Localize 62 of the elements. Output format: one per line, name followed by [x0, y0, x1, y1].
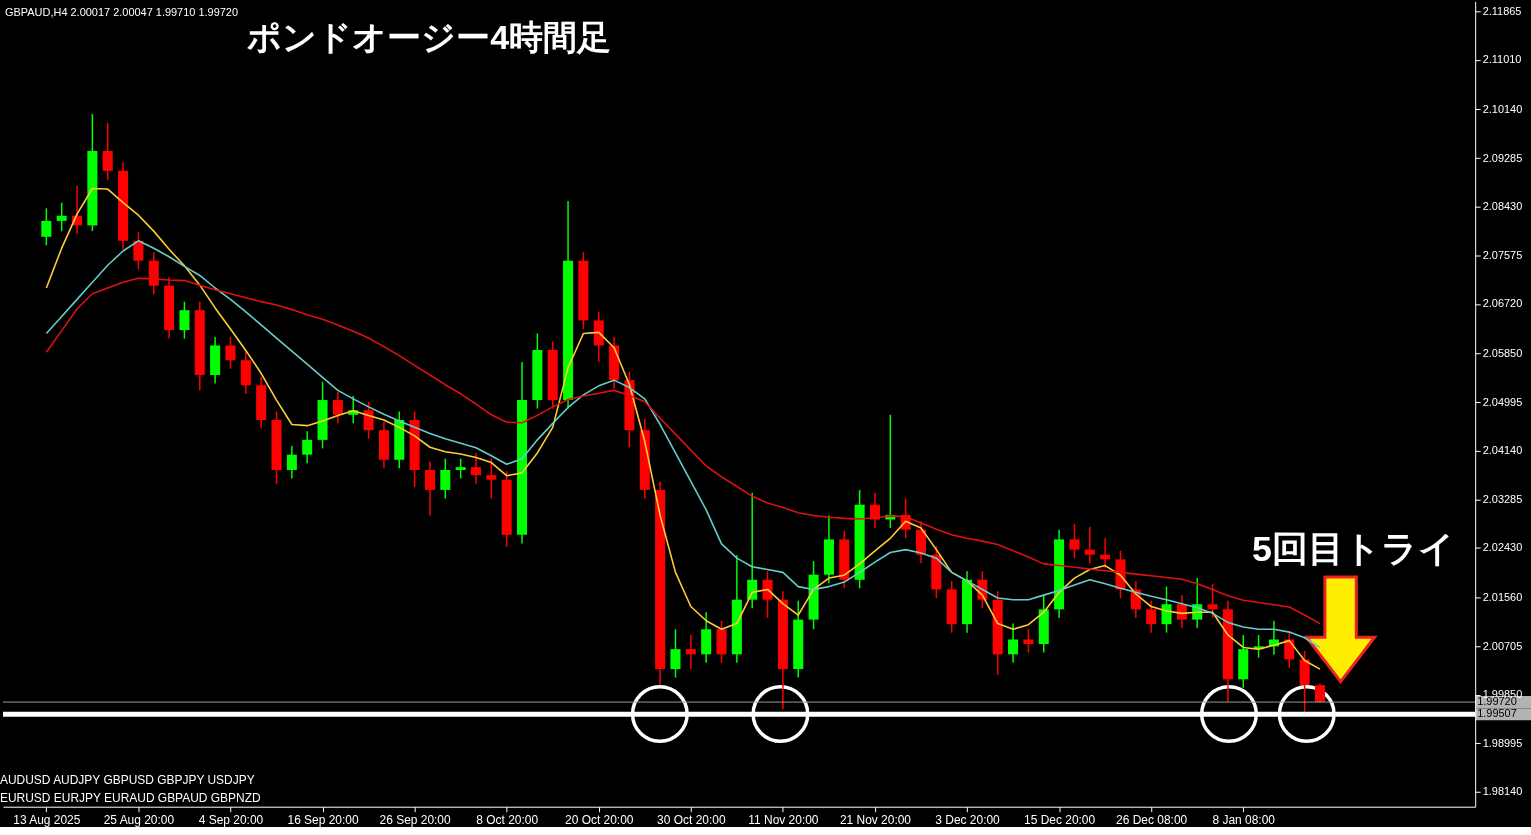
text: ポンドオージー4時間足	[247, 18, 612, 57]
candlestick	[56, 201, 67, 232]
x-tick-label: 21 Nov 20:00	[839, 813, 912, 828]
y-tick-label: 2.11865	[1482, 4, 1522, 17]
y-tick-label: 2.10140	[1482, 102, 1523, 115]
candlestick	[102, 122, 113, 181]
y-tick-label: 1.98140	[1482, 785, 1523, 798]
candlestick	[302, 430, 313, 464]
y-tick-label: 2.07575	[1482, 248, 1523, 261]
y-tick-label: 2.04995	[1482, 395, 1523, 408]
x-tick-label: 25 Aug 20:00	[103, 813, 175, 828]
x-tick-label: 15 Dec 20:00	[1024, 813, 1096, 828]
y-tick-label: 2.00705	[1482, 639, 1523, 652]
candlestick	[1161, 585, 1172, 634]
y-tick-label: 2.02430	[1482, 541, 1523, 554]
y-tick-label: 2.01560	[1482, 590, 1523, 603]
candlestick	[1146, 600, 1157, 634]
candlestick	[1069, 523, 1080, 559]
candlestick	[670, 628, 681, 679]
candlestick	[41, 207, 52, 247]
candlestick	[363, 401, 374, 440]
candlestick	[1084, 526, 1095, 565]
candlestick	[179, 300, 190, 340]
y-tick-label: 2.03285	[1482, 492, 1523, 505]
candlestick	[225, 336, 236, 370]
y-tick-label: 2.05850	[1482, 346, 1523, 359]
candlestick	[762, 570, 773, 619]
y-tick-label: 2.06720	[1482, 297, 1523, 310]
x-tick-label: 8 Jan 08:00	[1212, 813, 1276, 828]
candlestick	[486, 457, 497, 500]
y-tick-label: 2.08430	[1482, 200, 1523, 213]
x-tick-label: 4 Sep 20:00	[198, 813, 264, 828]
x-tick-label: 11 Nov 20:00	[748, 813, 819, 828]
y-tick-label: 2.09285	[1482, 151, 1523, 164]
y-tick-label: 2.11010	[1482, 53, 1522, 66]
candlestick	[1023, 628, 1034, 654]
x-tick-label: 13 Aug 2025	[13, 813, 81, 828]
candlestick	[1284, 630, 1295, 669]
ref-line-label: 1.99507	[1477, 707, 1517, 720]
candlestick	[424, 460, 435, 517]
x-tick-label: 8 Oct 20:00	[476, 813, 539, 828]
x-tick-label: 16 Sep 20:00	[287, 813, 359, 828]
candlestick	[1008, 622, 1019, 664]
candlestick	[455, 457, 466, 480]
candlestick	[440, 457, 451, 500]
annotation: EURUSD EURJPY EURAUD GBPAUD GBPNZD	[0, 790, 261, 805]
annotation: AUDUSD AUDJPY GBPUSD GBPJPY USDJPY	[0, 772, 255, 787]
candlestick	[1207, 583, 1218, 619]
candlestick	[286, 445, 297, 480]
annotation: GBPAUD,H4 2.00017 2.00047 1.99710 1.99720	[4, 6, 239, 19]
candlestick	[470, 452, 482, 485]
y-tick-label: 1.98995	[1482, 736, 1523, 749]
x-tick-label: 26 Sep 20:00	[379, 813, 452, 828]
candlestick	[332, 390, 343, 425]
x-tick-label: 3 Dec 20:00	[935, 813, 1001, 828]
x-tick-label: 26 Dec 08:00	[1116, 813, 1188, 828]
annotation: 5回目トライ	[1251, 528, 1455, 569]
candlestick	[685, 634, 696, 670]
y-tick-label: 2.04140	[1482, 444, 1523, 457]
x-tick-label: 30 Oct 20:00	[657, 813, 726, 828]
x-tick-label: 20 Oct 20:00	[565, 813, 634, 828]
candlestick	[133, 231, 144, 270]
